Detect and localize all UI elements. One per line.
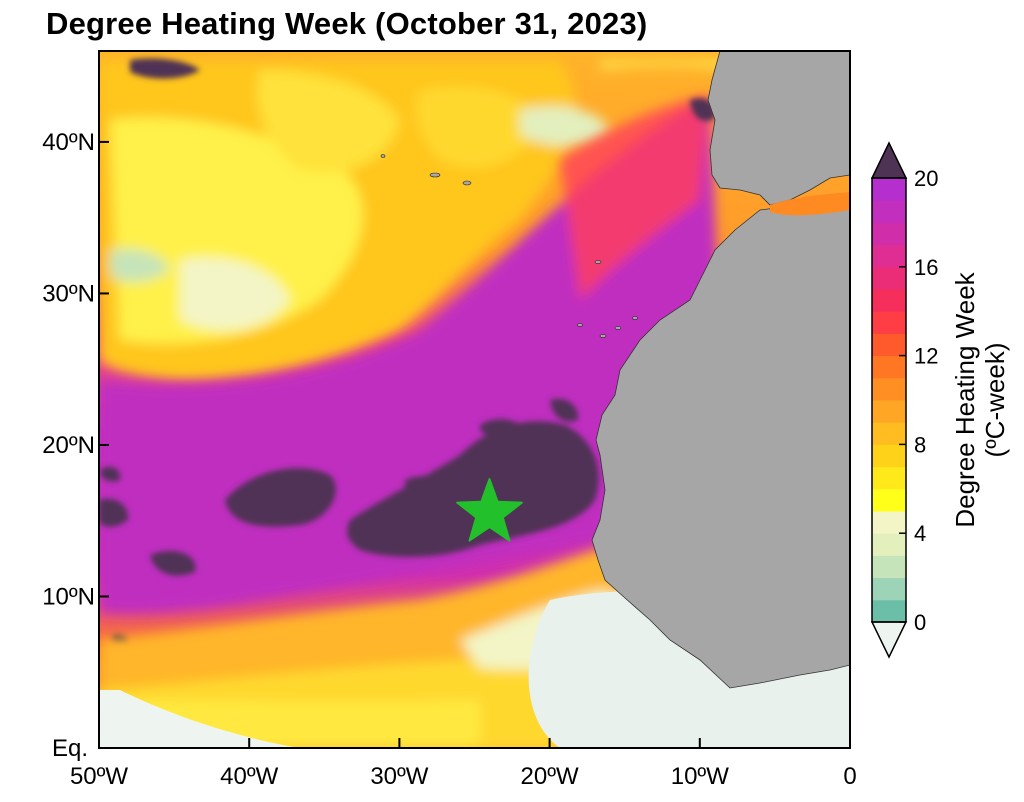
colorbar-swatch <box>872 533 906 556</box>
colorbar-swatch <box>872 488 906 512</box>
map-axes: 40ºN 30ºN 20ºN 10ºN Eq.50ºW 40ºW 30ºW 20ºW 10ºW 0 <box>42 129 856 790</box>
lat-tick-label: 30ºN <box>42 280 95 307</box>
colorbar-swatch <box>872 422 906 445</box>
colorbar-swatch <box>872 355 906 379</box>
map-title: Degree Heating Week (October 31, 2023) <box>46 6 648 41</box>
colorbar-swatch <box>872 377 906 401</box>
colorbar-frame <box>871 177 907 623</box>
colorbar-tick-label: 8 <box>914 432 926 457</box>
colorbar-swatch <box>872 577 906 601</box>
colorbar-tick-label: 4 <box>914 521 926 546</box>
lat-tick-label: 20ºN <box>42 432 95 459</box>
colorbar-swatch <box>872 244 906 268</box>
colorbar-title-line1: Degree Heating Week <box>950 271 980 527</box>
lon-tick-label: 0 <box>843 763 856 790</box>
colorbar: 20 16 12 8 4 0 <box>870 141 938 659</box>
colorbar-over-triangle <box>870 141 908 179</box>
lon-tick-label: 10ºW <box>671 763 729 790</box>
colorbar-swatch <box>872 555 906 579</box>
colorbar-swatch <box>872 400 906 423</box>
islands <box>380 154 638 338</box>
colorbar-swatch <box>872 222 906 246</box>
colorbar-tick-label: 20 <box>914 166 938 191</box>
lon-tick-label: 50ºW <box>70 763 128 790</box>
colorbar-swatch <box>872 200 906 223</box>
colorbar-swatch <box>872 178 906 201</box>
star-marker <box>456 478 523 542</box>
colorbar-swatch <box>872 289 906 312</box>
colorbar-swatch <box>872 511 906 534</box>
lat-tick-label: 10ºN <box>42 583 95 610</box>
colorbar-title: Degree Heating Week (ºC-week) <box>950 271 1010 527</box>
lon-tick-label: 40ºW <box>220 763 278 790</box>
star-icon <box>456 478 523 542</box>
lon-tick-label: 30ºW <box>370 763 428 790</box>
map-frame <box>98 50 851 749</box>
colorbar-swatch <box>872 333 906 357</box>
lat-tick-label: Eq. <box>52 735 88 762</box>
colorbar-swatch <box>872 599 906 623</box>
mediterranean-strip <box>770 192 850 216</box>
land-iberia <box>707 51 850 206</box>
colorbar-tick-label: 12 <box>914 344 938 369</box>
colorbar-title-line2: (ºC-week) <box>980 343 1010 458</box>
colorbar-swatch <box>872 466 906 490</box>
colorbar-tick-label: 16 <box>914 255 938 280</box>
sst-field <box>99 51 850 748</box>
land-africa <box>591 51 850 748</box>
colorbar-swatch <box>872 311 906 334</box>
lat-tick-label: 40ºN <box>42 129 95 156</box>
lon-tick-label: 20ºW <box>521 763 579 790</box>
dhw-under-zone <box>99 690 300 748</box>
colorbar-swatch <box>872 444 906 468</box>
colorbar-under-triangle <box>870 621 908 659</box>
colorbar-tick-label: 0 <box>914 610 926 635</box>
colorbar-swatch <box>872 266 906 290</box>
